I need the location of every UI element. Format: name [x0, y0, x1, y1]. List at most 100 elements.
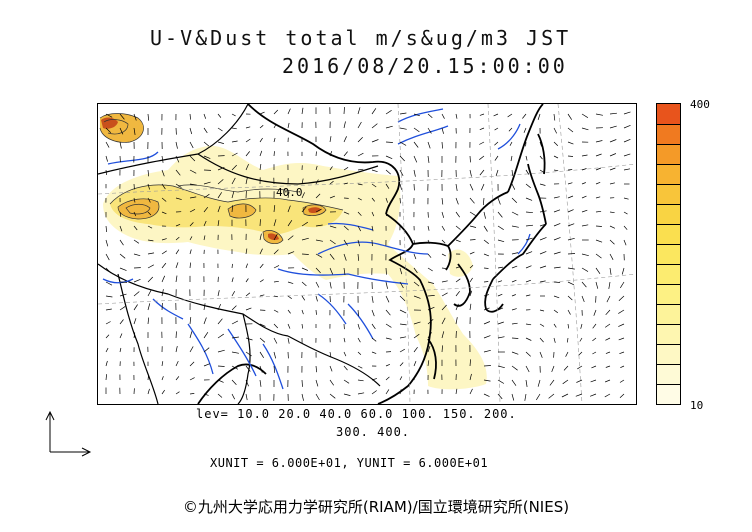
wind-arrow — [483, 379, 491, 382]
wind-arrow — [357, 121, 362, 129]
wind-arrow — [553, 113, 556, 121]
wind-arrow — [427, 113, 433, 119]
wind-arrow — [217, 333, 224, 339]
wind-arrow — [427, 306, 435, 311]
wind-arrow — [231, 291, 236, 297]
wind-arrow — [259, 365, 263, 373]
wind-arrow — [618, 309, 625, 314]
wind-arrow — [189, 317, 192, 325]
wind-arrow — [217, 318, 223, 325]
wind-arrow — [483, 365, 491, 367]
wind-arrow — [567, 209, 574, 213]
wind-arrow — [385, 125, 393, 129]
wind-arrow — [483, 211, 486, 219]
wind-arrow — [161, 262, 167, 269]
wind-arrow — [161, 289, 164, 297]
wind-arrow — [217, 127, 223, 132]
wind-arrow — [525, 379, 528, 387]
wind-arrow — [441, 267, 448, 270]
wind-arrow — [441, 304, 447, 311]
wind-arrow — [217, 141, 224, 144]
wind-arrow — [119, 127, 124, 135]
wind-arrow — [175, 249, 180, 255]
wind-arrow — [273, 351, 277, 359]
colorbar-min-label: 10 — [690, 399, 704, 412]
wind-arrow — [619, 379, 625, 383]
wind-arrow — [259, 351, 264, 358]
wind-arrow — [455, 317, 458, 325]
wind-arrow — [147, 252, 155, 255]
wind-arrow — [175, 262, 179, 269]
wind-arrow — [497, 225, 504, 230]
wind-arrow — [105, 281, 113, 286]
wind-arrow — [371, 225, 374, 232]
wind-arrow — [413, 295, 421, 299]
wind-arrow — [287, 295, 292, 299]
wind-arrow — [567, 237, 575, 241]
wind-arrow — [441, 239, 446, 244]
wind-arrow — [119, 113, 125, 120]
wind-arrow — [273, 137, 276, 143]
wind-arrow — [581, 127, 589, 131]
wind-arrow — [595, 167, 602, 171]
wind-arrow — [537, 379, 541, 387]
wind-arrow — [385, 141, 393, 143]
wind-arrow — [413, 360, 417, 367]
wind-arrow — [413, 267, 418, 274]
wind-arrow — [537, 113, 541, 121]
wind-arrow — [175, 169, 181, 176]
wind-arrow — [189, 222, 194, 227]
wind-arrow — [511, 379, 517, 386]
wind-arrow — [592, 351, 597, 355]
wind-arrow — [480, 183, 485, 191]
wind-arrow — [259, 163, 262, 171]
wind-arrow — [580, 323, 583, 329]
wind-arrow — [217, 166, 225, 171]
wind-arrow — [119, 293, 127, 297]
wind-arrow — [273, 123, 277, 129]
wind-arrow — [329, 239, 336, 245]
wind-arrow — [273, 280, 279, 283]
wind-arrow — [301, 281, 307, 287]
wind-arrow — [413, 333, 420, 339]
wind-arrow — [567, 253, 576, 255]
chart-title: U-V&Dust total m/s&ug/m3 JST — [150, 26, 572, 50]
wind-arrow — [399, 362, 404, 367]
wind-arrow — [413, 141, 419, 148]
wind-arrow — [119, 253, 126, 259]
wind-arrow — [217, 379, 224, 383]
wind-arrow — [189, 208, 196, 213]
wind-arrow — [483, 393, 490, 397]
wind-arrow — [483, 294, 490, 297]
wind-arrow — [623, 111, 631, 115]
wind-arrow — [357, 137, 363, 143]
wind-arrow — [357, 309, 360, 317]
wind-arrow — [315, 295, 318, 302]
wind-arrow — [497, 365, 505, 369]
wind-arrow — [619, 393, 625, 399]
wind-arrow — [301, 323, 304, 329]
wind-arrow — [413, 127, 420, 133]
wind-arrow — [315, 393, 320, 401]
wind-arrow — [483, 321, 491, 325]
wind-arrow — [147, 113, 150, 121]
wind-arrow — [399, 267, 403, 275]
wind-arrow — [413, 169, 416, 177]
wind-arrow — [483, 267, 489, 269]
wind-arrow — [245, 307, 252, 311]
wind-arrow — [539, 265, 547, 269]
wind-arrow — [511, 225, 519, 228]
wind-arrow — [413, 281, 420, 287]
wind-arrow — [609, 239, 615, 245]
wind-arrow — [539, 337, 544, 343]
wind-arrow — [561, 393, 569, 398]
wind-arrow — [539, 141, 542, 147]
wind-arrow — [525, 365, 530, 373]
wind-arrow — [539, 323, 545, 327]
wind-arrow — [259, 379, 262, 387]
wind-arrow — [385, 363, 391, 367]
wind-arrow — [301, 206, 307, 213]
wind-arrow — [133, 225, 138, 231]
wind-arrow — [595, 113, 603, 116]
wind-arrow — [399, 309, 407, 314]
